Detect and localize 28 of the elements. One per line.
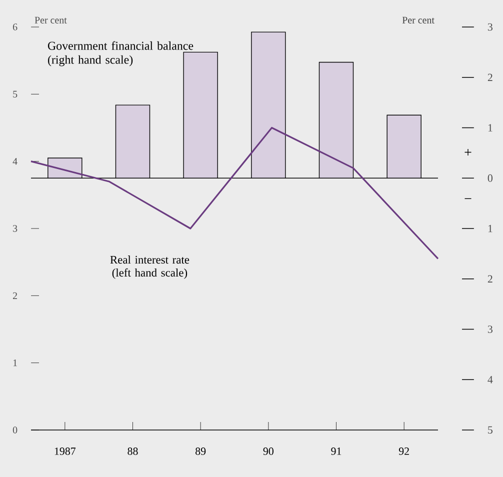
y-tick-label: 6 xyxy=(12,24,18,30)
y-tick-label: 4 xyxy=(12,158,18,165)
y-tick-label: 0 xyxy=(12,426,18,434)
x-tick-label: 91 xyxy=(331,448,342,455)
y-tick-label: 5 xyxy=(13,90,18,98)
y-tick-label: 3 xyxy=(13,225,18,232)
series-label: Government financial balance (right hand scale) xyxy=(48,41,194,66)
x-tick-label: 89 xyxy=(196,448,206,455)
y-tick-label: 2 xyxy=(12,292,17,299)
text: − xyxy=(464,198,472,199)
y2-tick-label: 3 xyxy=(488,326,492,333)
y2-tick-label: 3 xyxy=(488,23,492,31)
y2-tick-label: 2 xyxy=(488,275,492,283)
text: Real interest rate (left hand scale) xyxy=(110,256,190,279)
x-tick-label: 90 xyxy=(263,448,274,455)
y2-tick-label: 5 xyxy=(488,426,492,434)
y-axis-title: Per cent xyxy=(34,16,67,24)
text: + xyxy=(464,149,472,156)
y2-tick-label: 2 xyxy=(488,74,492,82)
y2-tick-label: 0 xyxy=(488,174,492,182)
y2-axis-title: Per cent xyxy=(402,16,434,24)
y2-tick-label: 1 xyxy=(488,224,492,232)
y2-tick-label: 4 xyxy=(488,376,493,384)
y2-tick-label: 1 xyxy=(488,124,492,132)
x-tick-label: 88 xyxy=(128,448,138,455)
y-tick-label: 1 xyxy=(13,360,17,366)
x-tick-label: 1987 xyxy=(54,448,76,455)
x-tick-label: 92 xyxy=(398,448,409,455)
